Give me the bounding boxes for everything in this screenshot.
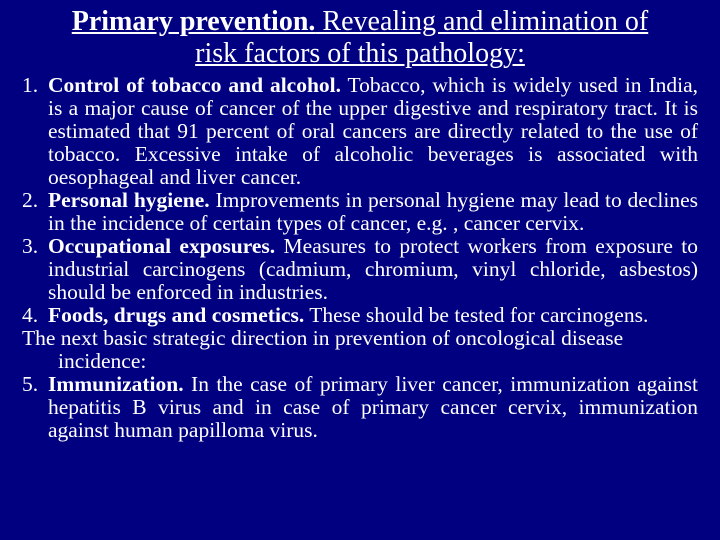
item-number: 1. [22, 74, 48, 189]
item-content: Foods, drugs and cosmetics. These should… [48, 304, 698, 327]
list-item: 2. Personal hygiene. Improvements in per… [22, 189, 698, 235]
bridge-text: The next basic strategic direction in pr… [22, 327, 698, 373]
item-content: Control of tobacco and alcohol. Tobacco,… [48, 74, 698, 189]
item-text: These should be tested for carcinogens. [304, 303, 648, 327]
item-number: 4. [22, 304, 48, 327]
body-text: 1. Control of tobacco and alcohol. Tobac… [22, 74, 698, 442]
list-item: 4. Foods, drugs and cosmetics. These sho… [22, 304, 698, 327]
list-item: 5. Immunization. In the case of primary … [22, 373, 698, 442]
list-item: 3. Occupational exposures. Measures to p… [22, 235, 698, 304]
item-heading: Foods, drugs and cosmetics. [48, 303, 304, 327]
item-content: Immunization. In the case of primary liv… [48, 373, 698, 442]
item-number: 2. [22, 189, 48, 235]
item-number: 3. [22, 235, 48, 304]
item-heading: Occupational exposures. [48, 234, 275, 258]
item-number: 5. [22, 373, 48, 442]
item-heading: Personal hygiene. [48, 188, 210, 212]
list-item: 1. Control of tobacco and alcohol. Tobac… [22, 74, 698, 189]
item-content: Personal hygiene. Improvements in person… [48, 189, 698, 235]
title-lead: Primary prevention. [72, 6, 316, 37]
item-content: Occupational exposures. Measures to prot… [48, 235, 698, 304]
item-heading: Immunization. [48, 372, 184, 396]
slide-title: Primary prevention. Revealing and elimin… [62, 6, 658, 70]
item-heading: Control of tobacco and alcohol. [48, 73, 341, 97]
